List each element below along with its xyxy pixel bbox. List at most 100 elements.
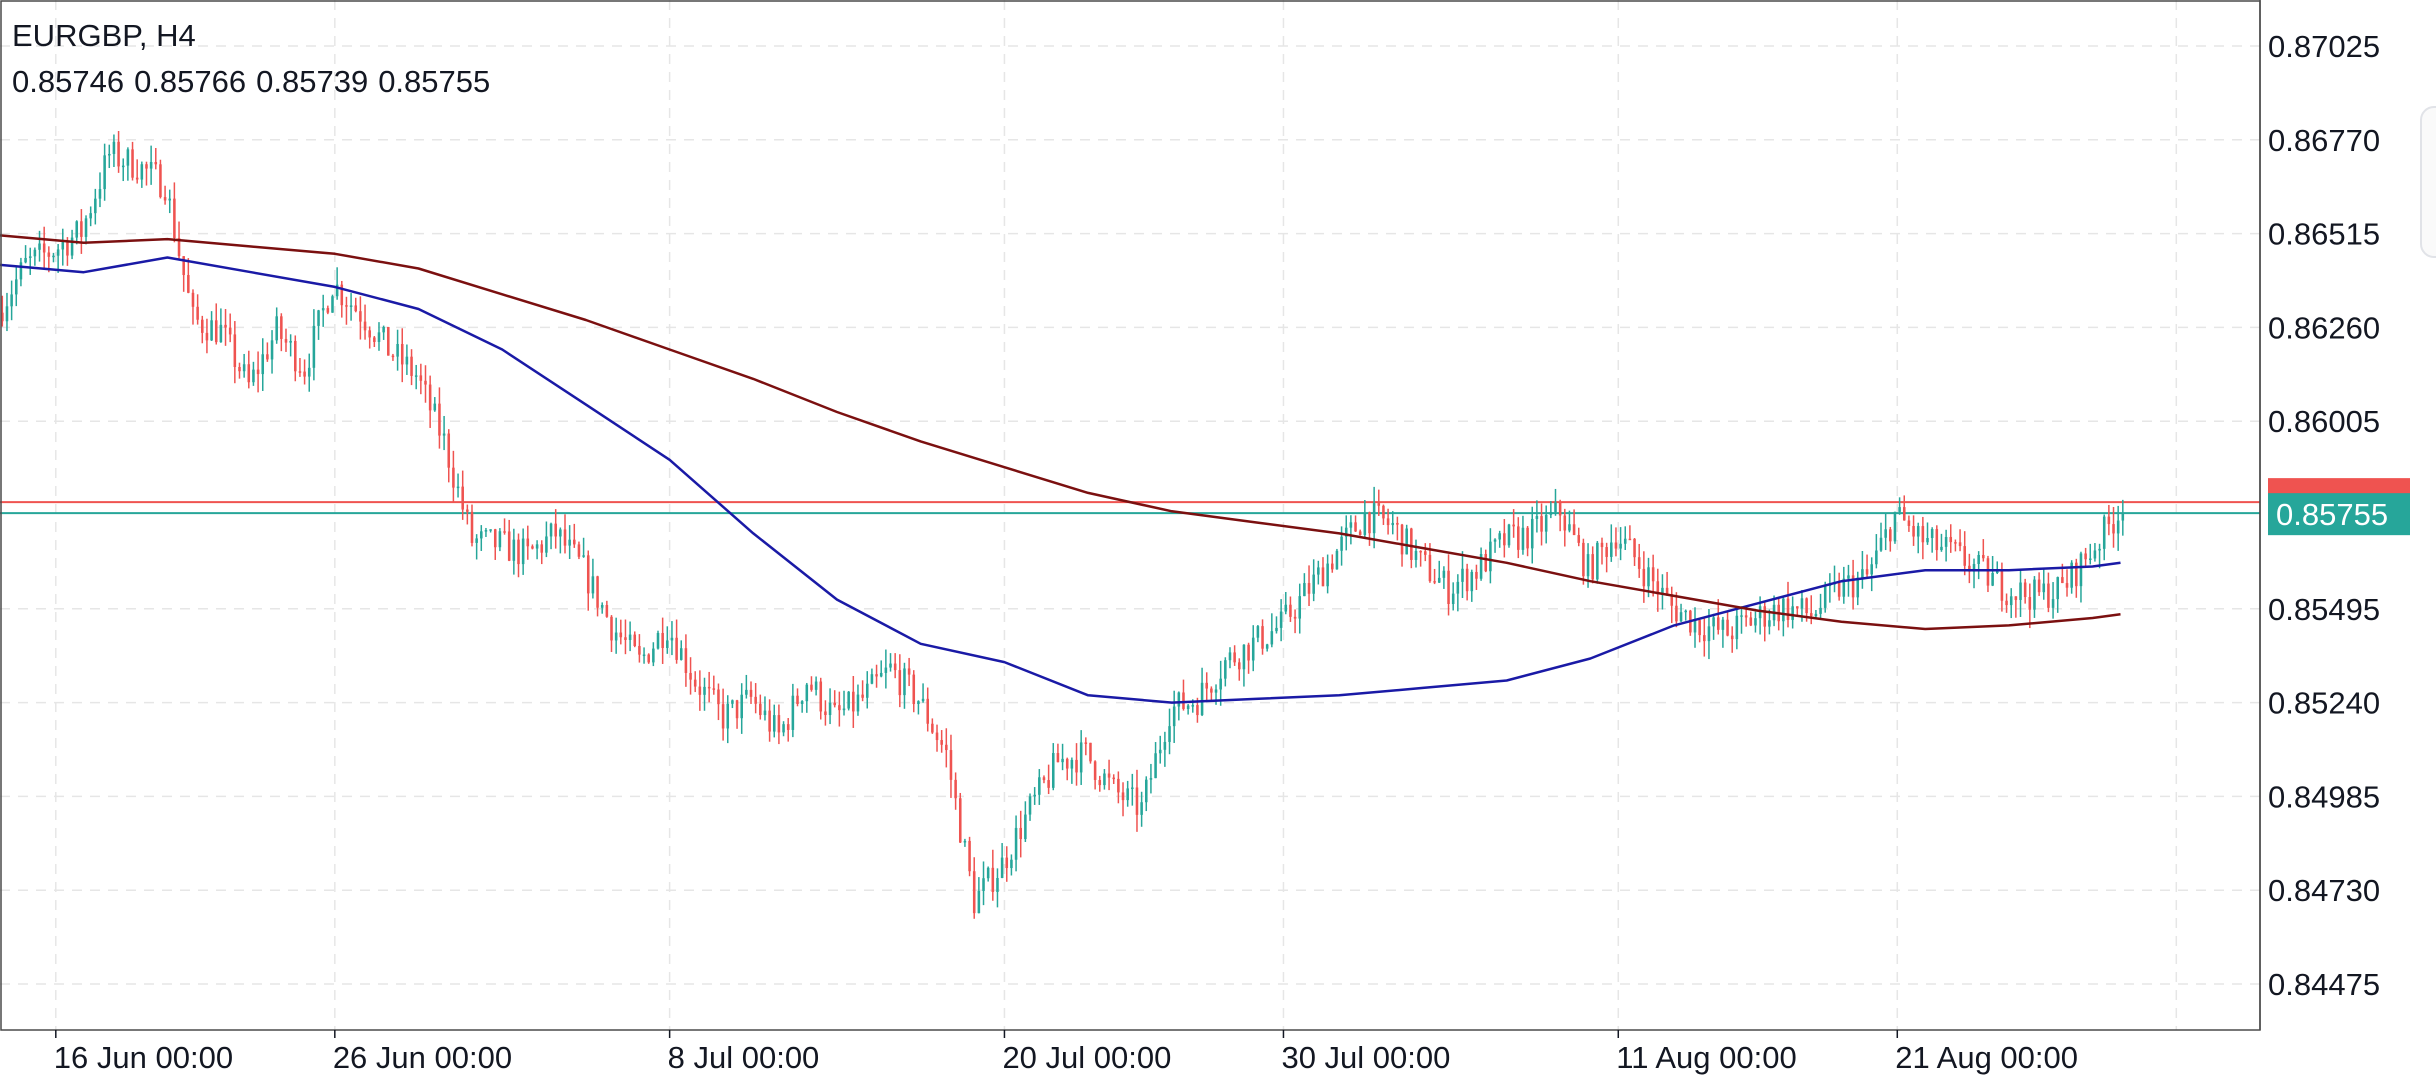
candle-body xyxy=(1238,662,1241,670)
candle-body xyxy=(889,663,892,668)
candle-body xyxy=(177,237,181,257)
candle-body xyxy=(284,338,288,343)
candle-body xyxy=(824,711,827,716)
candle-body xyxy=(5,306,9,322)
candle-body xyxy=(586,555,590,594)
candle-body xyxy=(1149,778,1153,780)
candle-body xyxy=(1479,554,1483,579)
candle-body xyxy=(75,221,79,238)
candle-body xyxy=(1805,598,1808,614)
side-panel-handle[interactable] xyxy=(2420,106,2436,258)
candle-body xyxy=(926,698,929,724)
candle-body xyxy=(1782,598,1785,622)
candle-body xyxy=(772,715,776,732)
candle-body xyxy=(852,691,855,712)
candle-body xyxy=(1465,568,1469,592)
candle-body xyxy=(1791,606,1794,620)
candle-body xyxy=(80,221,83,237)
candle-body xyxy=(2005,600,2008,606)
candle-body xyxy=(1986,558,1990,586)
candle-body xyxy=(935,732,939,741)
candle-body xyxy=(1921,526,1925,543)
candle-body xyxy=(19,262,23,280)
candle-body xyxy=(163,197,167,201)
candle-body xyxy=(1256,626,1260,638)
candle-body xyxy=(624,637,627,640)
candle-body xyxy=(1935,529,1939,551)
candle-body xyxy=(600,604,604,608)
candle-body xyxy=(275,316,278,341)
candle-body xyxy=(1628,538,1632,541)
candle-body xyxy=(610,616,613,641)
candle-body xyxy=(1410,528,1413,560)
candle-body xyxy=(1358,531,1362,535)
candle-body xyxy=(977,890,981,914)
candle-body xyxy=(1098,779,1102,786)
candle-body xyxy=(1191,705,1195,707)
candle-body xyxy=(159,164,162,198)
candle-body xyxy=(354,305,358,312)
candle-body xyxy=(1414,550,1418,560)
candle-body xyxy=(2065,583,2069,588)
candle-body xyxy=(875,674,878,677)
candle-body xyxy=(842,708,846,711)
candle-body xyxy=(675,637,678,660)
candle-body xyxy=(596,576,599,608)
candle-body xyxy=(466,509,469,512)
candle-body xyxy=(1954,542,1957,544)
candle-body xyxy=(884,667,888,673)
price-tick-label: 0.86515 xyxy=(2268,217,2380,252)
candle-body xyxy=(2042,583,2046,593)
candle-body xyxy=(1982,554,1985,559)
candle-body xyxy=(470,511,474,543)
candle-body xyxy=(1382,505,1385,519)
candle-body xyxy=(1875,550,1878,565)
candle-body xyxy=(782,724,785,733)
candle-body xyxy=(940,740,943,745)
candle-body xyxy=(1312,574,1315,594)
candle-body xyxy=(1200,682,1204,716)
candle-body xyxy=(549,523,553,537)
candle-body xyxy=(647,654,650,663)
candle-body xyxy=(670,637,674,641)
candle-body xyxy=(1726,619,1729,636)
candle-body xyxy=(554,523,557,537)
candle-body xyxy=(1419,550,1422,553)
candle-body xyxy=(2023,582,2027,598)
candle-body xyxy=(294,340,297,372)
candle-body xyxy=(1703,635,1706,642)
price-tick-label: 0.85240 xyxy=(2268,686,2380,721)
candle-body xyxy=(1944,536,1948,547)
candle-body xyxy=(247,364,251,383)
candle-body xyxy=(173,198,176,238)
candle-body xyxy=(438,403,441,436)
time-tick-label: 8 Jul 00:00 xyxy=(668,1040,820,1075)
candle-body xyxy=(1447,570,1450,604)
candle-body xyxy=(28,256,32,258)
candle-body xyxy=(912,674,916,705)
price-tick-label: 0.86260 xyxy=(2268,310,2380,345)
candle-body xyxy=(605,604,609,617)
candle-body xyxy=(1372,503,1376,534)
candle-body xyxy=(145,164,148,169)
candle-body xyxy=(1326,563,1329,587)
candle-body xyxy=(870,674,874,684)
price-tick-label: 0.87025 xyxy=(2268,29,2380,64)
candle-body xyxy=(1075,759,1078,773)
candle-body xyxy=(2084,553,2087,560)
candle-body xyxy=(210,320,213,341)
candle-body xyxy=(1847,575,1850,579)
candle-body xyxy=(349,305,353,307)
price-axis[interactable]: 0.87025 0.86770 0.86515 0.86260 0.86005 0.854… xyxy=(2268,29,2380,1002)
candle-body xyxy=(972,871,976,914)
candle-body xyxy=(545,536,548,553)
candle-body xyxy=(1377,503,1381,506)
candle-body xyxy=(833,702,836,706)
candle-body xyxy=(1610,542,1613,557)
candle-body xyxy=(252,369,255,383)
time-axis[interactable]: 16 Jun 00:00 26 Jun 00:00 8 Jul 00:00 20 Ju… xyxy=(54,1030,2078,1075)
candle-body xyxy=(1205,682,1209,689)
ohlc-low: 0.85739 xyxy=(256,64,369,99)
candle-body xyxy=(84,218,88,237)
